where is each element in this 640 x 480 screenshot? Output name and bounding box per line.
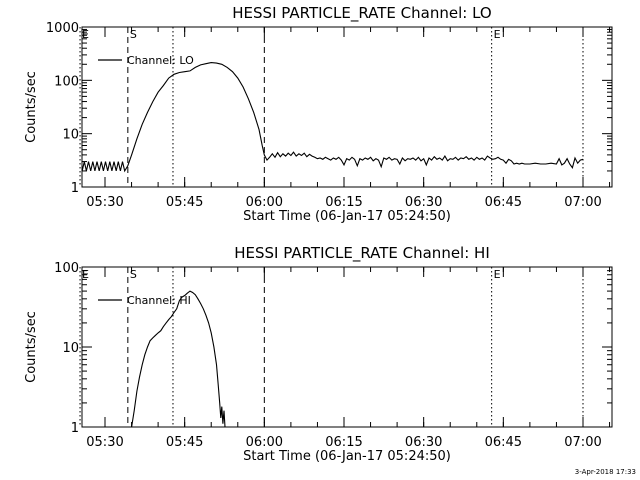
event-marker-label: S <box>130 268 137 281</box>
panel-hi: HESSI PARTICLE_RATE Channel: HI 1 10 100 05:… <box>24 244 613 464</box>
x-axis-label: Start Time (06-Jan-17 05:24:50) <box>243 449 451 464</box>
series-line <box>82 62 584 173</box>
event-marker-label: E <box>494 268 501 281</box>
y-tick-label: 1 <box>71 181 79 196</box>
x-tick-label: 06:30 <box>405 435 442 450</box>
panel-lo: HESSI PARTICLE_RATE Channel: LO 1 10 100 100… <box>24 4 613 224</box>
event-marker-label: E <box>82 268 89 281</box>
x-tick-label: 05:45 <box>166 195 203 210</box>
x-tick-label: 06:45 <box>485 435 522 450</box>
x-tick-label: 06:15 <box>325 195 362 210</box>
x-tick-label: 07:00 <box>564 195 601 210</box>
x-tick-label: 07:00 <box>564 435 601 450</box>
y-tick-label: 100 <box>54 261 79 276</box>
y-axis-label: Counts/sec <box>24 71 39 143</box>
plot-frame <box>81 26 613 188</box>
event-marker-label: E <box>82 28 89 41</box>
timestamp-label: 3-Apr-2018 17:33 <box>575 468 636 476</box>
y-tick-label: 1000 <box>46 21 79 36</box>
x-tick-label: 06:45 <box>485 195 522 210</box>
series-line <box>131 290 226 427</box>
x-tick-label: 05:30 <box>86 435 123 450</box>
chart-title: HESSI PARTICLE_RATE Channel: HI <box>234 244 490 263</box>
x-tick-label: 06:00 <box>246 435 283 450</box>
legend-label: Channel: LO <box>127 54 194 67</box>
y-tick-label: 1 <box>71 421 79 436</box>
x-tick-label: 05:30 <box>86 195 123 210</box>
event-marker-label: S <box>130 28 137 41</box>
y-tick-label: 100 <box>54 74 79 89</box>
x-tick-label: 06:15 <box>325 435 362 450</box>
chart-title: HESSI PARTICLE_RATE Channel: LO <box>232 4 491 23</box>
x-tick-label: 05:45 <box>166 435 203 450</box>
y-tick-label: 10 <box>62 341 79 356</box>
y-tick-label: 10 <box>62 128 79 143</box>
x-axis-label: Start Time (06-Jan-17 05:24:50) <box>243 209 451 224</box>
legend-label: Channel: HI <box>127 294 191 307</box>
event-marker-label: E <box>494 28 501 41</box>
x-tick-label: 06:30 <box>405 195 442 210</box>
y-axis-label: Counts/sec <box>24 311 39 383</box>
x-tick-label: 06:00 <box>246 195 283 210</box>
plot-frame <box>81 266 613 428</box>
